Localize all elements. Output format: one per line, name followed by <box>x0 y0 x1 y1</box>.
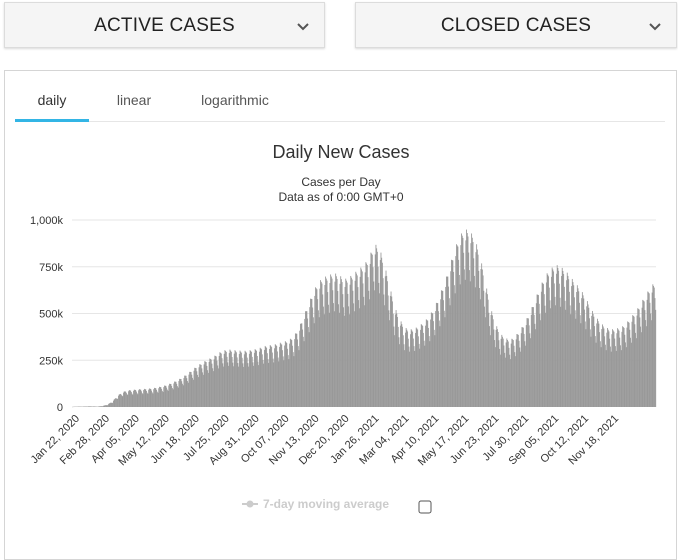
bar-series <box>72 230 656 408</box>
legend-label[interactable]: 7-day moving average <box>263 497 389 511</box>
y-tick-label: 500k <box>39 309 63 321</box>
y-tick-label: 0 <box>57 402 63 414</box>
chart-subtitle-line2: Data as of 0:00 GMT+0 <box>278 190 403 204</box>
chart-title: Daily New Cases <box>272 142 409 162</box>
legend[interactable]: 7-day moving average <box>242 497 431 513</box>
chart-subtitle-line1: Cases per Day <box>301 175 380 189</box>
legend-marker-icon <box>247 501 254 508</box>
y-tick-label: 750k <box>39 262 63 274</box>
y-axis: 0 250k 500k 750k 1,000k <box>30 215 64 414</box>
bar <box>655 310 656 407</box>
y-tick-label: 250k <box>39 355 63 367</box>
legend-checkbox[interactable] <box>419 501 431 513</box>
y-tick-label: 1,000k <box>30 215 64 227</box>
